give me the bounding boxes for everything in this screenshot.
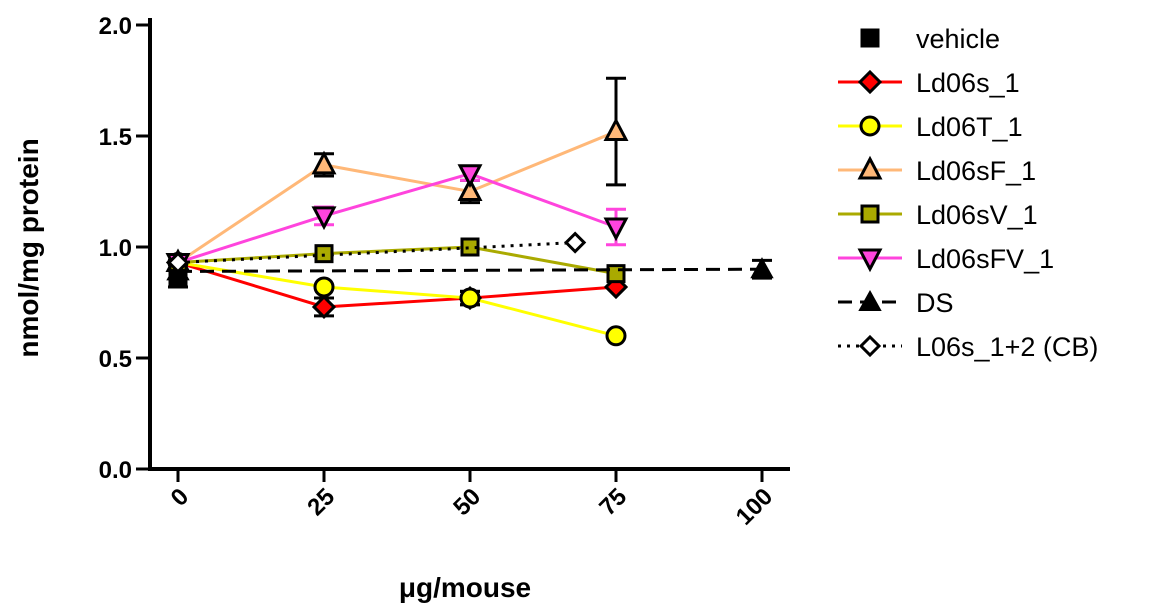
x-axis-label: μg/mouse bbox=[399, 572, 531, 603]
data-point bbox=[461, 289, 479, 307]
legend-marker bbox=[862, 206, 878, 222]
legend-label: Ld06T_1 bbox=[916, 112, 1023, 142]
x-tick-label: 25 bbox=[302, 483, 340, 521]
legend-label: DS bbox=[916, 288, 954, 318]
legend: vehicle Ld06s_1 Ld06T_1 Ld06sF_1 Ld06sV_1 Ld0… bbox=[838, 24, 1098, 362]
data-point bbox=[608, 266, 624, 282]
series-ld06t-1 bbox=[169, 254, 625, 345]
x-tick-label: 100 bbox=[731, 483, 778, 530]
legend-entry: vehicle bbox=[862, 24, 1000, 54]
legend-entry: Ld06sV_1 bbox=[838, 200, 1038, 230]
legend-marker bbox=[860, 72, 880, 92]
data-point bbox=[606, 219, 626, 238]
y-tick-label: 1.5 bbox=[99, 124, 132, 151]
legend-label: vehicle bbox=[916, 24, 1000, 54]
legend-marker bbox=[862, 30, 878, 46]
y-tick-label: 1.0 bbox=[99, 235, 132, 262]
plot-area bbox=[168, 78, 772, 345]
legend-entry: Ld06sFV_1 bbox=[838, 244, 1054, 274]
data-point bbox=[607, 327, 625, 345]
data-point bbox=[314, 297, 334, 317]
legend-entry: DS bbox=[838, 288, 954, 318]
series-l06s-1-2-cb- bbox=[169, 234, 584, 272]
series-ld06sv-1 bbox=[170, 239, 624, 282]
legend-label: Ld06s_1 bbox=[916, 68, 1020, 98]
legend-marker bbox=[861, 117, 879, 135]
x-tick-label: 0 bbox=[166, 483, 195, 512]
x-tick-label: 50 bbox=[448, 483, 486, 521]
y-tick-label: 0.0 bbox=[99, 457, 132, 484]
data-point bbox=[606, 121, 626, 140]
legend-entry: Ld06sF_1 bbox=[838, 156, 1036, 186]
legend-entry: Ld06s_1 bbox=[838, 68, 1020, 98]
legend-entry: L06s_1+2 (CB) bbox=[838, 332, 1098, 362]
x-tick-label: 75 bbox=[594, 483, 632, 521]
legend-marker bbox=[861, 337, 879, 355]
series-line bbox=[178, 269, 762, 271]
legend-entry: Ld06T_1 bbox=[838, 112, 1023, 142]
data-point bbox=[315, 278, 333, 296]
y-tick-label: 2.0 bbox=[99, 13, 132, 40]
data-point bbox=[316, 246, 332, 262]
legend-label: Ld06sV_1 bbox=[916, 200, 1038, 230]
series-line bbox=[178, 263, 616, 307]
legend-label: Ld06sFV_1 bbox=[916, 244, 1054, 274]
data-point bbox=[566, 234, 584, 252]
series-ld06sfv-1 bbox=[168, 166, 626, 274]
series-line bbox=[178, 263, 616, 336]
data-point bbox=[314, 154, 334, 173]
legend-label: Ld06sF_1 bbox=[916, 156, 1036, 186]
y-tick-label: 0.5 bbox=[99, 346, 132, 373]
legend-label: L06s_1+2 (CB) bbox=[916, 332, 1098, 362]
series-ld06sf-1 bbox=[168, 78, 626, 270]
y-axis-label: nmol/mg protein bbox=[13, 138, 44, 357]
